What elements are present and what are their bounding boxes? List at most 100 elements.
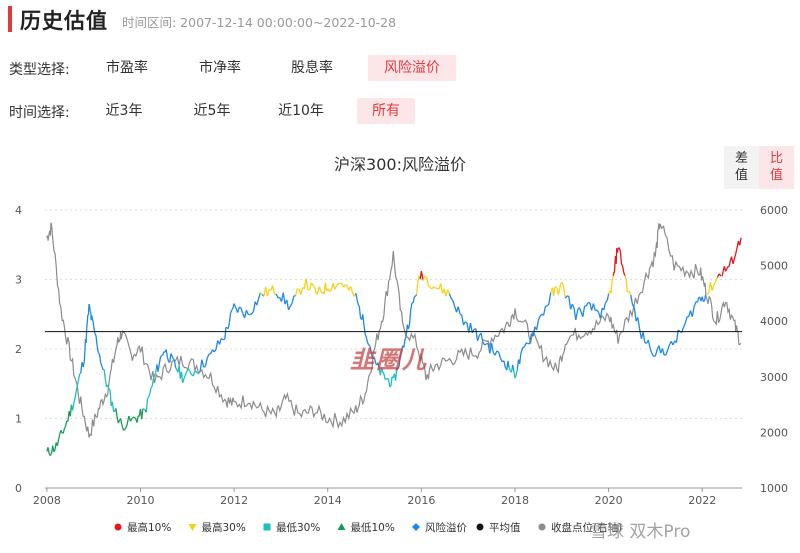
series-risk-premium-segment: [119, 418, 123, 425]
series-risk-premium-segment: [620, 263, 624, 267]
series-risk-premium-segment: [162, 351, 165, 356]
series-risk-premium-segment: [355, 292, 358, 300]
series-risk-premium-segment: [385, 377, 388, 380]
type-option-pe[interactable]: 市盈率: [106, 60, 148, 76]
type-option-pb[interactable]: 市净率: [199, 60, 241, 76]
time-option-3y[interactable]: 近3年: [105, 103, 143, 119]
series-risk-premium-segment: [548, 292, 552, 305]
series-risk-premium-segment: [711, 284, 715, 291]
series-risk-premium-segment: [159, 355, 163, 358]
series-risk-premium-segment: [476, 335, 480, 342]
series-risk-premium-segment: [310, 282, 314, 286]
series-risk-premium-segment: [338, 282, 341, 285]
series-risk-premium-segment: [606, 293, 610, 301]
series-risk-premium-segment: [364, 334, 368, 338]
series-risk-premium-segment: [496, 350, 499, 353]
y-right-tick-label: 1000: [760, 482, 788, 495]
series-risk-premium-segment: [94, 333, 97, 336]
series-risk-premium-segment: [89, 310, 92, 314]
series-risk-premium-segment: [404, 336, 407, 340]
series-risk-premium-segment: [459, 313, 463, 316]
series-risk-premium-segment: [76, 379, 80, 387]
time-option-5y[interactable]: 近5年: [193, 103, 231, 119]
mode-diff-button[interactable]: 差 值: [724, 146, 759, 189]
mode-ratio-button[interactable]: 比 值: [759, 146, 794, 189]
series-risk-premium-segment: [445, 289, 449, 297]
series-risk-premium-segment: [433, 286, 436, 289]
type-option-risk-premium[interactable]: 风险溢价: [368, 55, 456, 81]
y-right-tick-label: 6000: [760, 204, 788, 217]
series-risk-premium-segment: [172, 358, 175, 361]
series-risk-premium-segment: [150, 385, 153, 389]
series-risk-premium-segment: [709, 281, 713, 291]
series-risk-premium-segment: [619, 250, 623, 265]
series-risk-premium-segment: [109, 390, 112, 407]
series-risk-premium-segment: [661, 348, 665, 356]
x-tick-label: 2008: [33, 494, 61, 507]
time-option-10y[interactable]: 近10年: [278, 103, 324, 119]
series-risk-premium-segment: [220, 337, 224, 341]
series-risk-premium-segment: [229, 309, 233, 314]
series-risk-premium-segment: [713, 281, 717, 286]
series-risk-premium-segment: [399, 351, 403, 356]
x-tick-label: 2018: [501, 494, 529, 507]
series-risk-premium-segment: [240, 308, 244, 314]
series-risk-premium-segment: [286, 299, 290, 311]
series-risk-premium-segment: [236, 306, 241, 313]
series-risk-premium-segment: [632, 304, 635, 308]
series-risk-premium-segment: [564, 295, 568, 299]
series-risk-premium-segment: [233, 303, 237, 309]
series-risk-premium-segment: [293, 294, 296, 297]
watermark-logo: 韭圈儿: [350, 346, 428, 374]
series-risk-premium-segment: [558, 283, 562, 292]
series-risk-premium-segment: [147, 396, 150, 399]
series-risk-premium-segment: [342, 284, 346, 288]
series-risk-premium-segment: [447, 289, 451, 294]
series-risk-premium-segment: [305, 278, 309, 290]
series-risk-premium-segment: [630, 294, 634, 306]
legend-label-5: 平均值: [489, 521, 521, 534]
series-risk-premium-segment: [414, 294, 418, 297]
x-tick-label: 2014: [314, 494, 342, 507]
series-risk-premium-segment: [192, 370, 196, 377]
series-risk-premium-segment: [684, 316, 688, 324]
legend-label-2: 最低30%: [276, 521, 320, 534]
series-risk-premium-segment: [349, 286, 353, 292]
time-option-all[interactable]: 所有: [357, 98, 415, 124]
type-option-dividend[interactable]: 股息率: [291, 60, 333, 76]
series-risk-premium-segment: [357, 304, 360, 307]
series-risk-premium-segment: [638, 328, 643, 339]
series-risk-premium-segment: [400, 345, 404, 352]
series-risk-premium-segment: [407, 323, 411, 330]
series-risk-premium-segment: [726, 266, 729, 270]
series-risk-premium-segment: [291, 296, 295, 304]
series-risk-premium-segment: [499, 357, 503, 363]
legend-marker-2: [263, 523, 271, 531]
series-risk-premium-segment: [49, 452, 53, 456]
series-risk-premium-segment: [624, 275, 627, 279]
series-risk-premium-segment: [222, 338, 225, 341]
series-risk-premium-segment: [93, 326, 96, 334]
series-risk-premium-segment: [693, 301, 697, 308]
legend-label-4: 风险溢价: [425, 521, 467, 534]
series-risk-premium-segment: [365, 337, 369, 343]
series-risk-premium-segment: [373, 357, 377, 364]
series-risk-premium-segment: [92, 321, 95, 327]
series-risk-premium-segment: [637, 317, 641, 330]
series-risk-premium-segment: [408, 309, 412, 324]
series-risk-premium-segment: [732, 259, 735, 264]
series-risk-premium-segment: [218, 338, 222, 345]
series-risk-premium-segment: [368, 344, 371, 347]
series-risk-premium-segment: [397, 365, 400, 370]
series-risk-premium-segment: [272, 285, 276, 295]
series-risk-premium-segment: [566, 295, 569, 298]
series-risk-premium-segment: [557, 290, 561, 295]
series-risk-premium-segment: [153, 372, 157, 376]
series-risk-premium-segment: [215, 340, 219, 350]
series-risk-premium-segment: [514, 374, 517, 379]
series-risk-premium-segment: [725, 268, 728, 272]
series-risk-premium-segment: [282, 292, 286, 305]
series-risk-premium-segment: [523, 342, 527, 348]
series-risk-premium-segment: [251, 311, 254, 315]
legend-marker-0: [114, 523, 122, 531]
